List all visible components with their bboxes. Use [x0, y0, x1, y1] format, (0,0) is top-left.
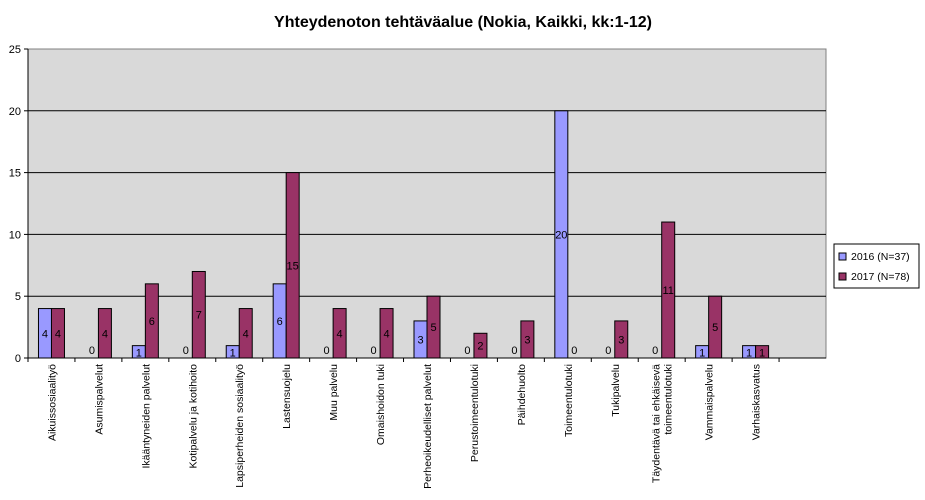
y-tick-label: 0: [15, 353, 21, 365]
data-label: 20: [555, 229, 567, 241]
data-label: 1: [759, 348, 765, 360]
y-axis: 0 5 10 15 20 25: [9, 44, 29, 365]
legend-swatch: [838, 252, 847, 261]
x-tick-label: Päihdehuolto: [516, 364, 528, 425]
legend-box: [833, 243, 920, 289]
x-tick-label: Ikääntyneiden palvelut: [140, 364, 152, 469]
data-label: 0: [324, 345, 330, 357]
y-tick-label: 15: [9, 168, 21, 180]
x-tick-label: Vammaispalvelu: [704, 364, 716, 440]
data-label: 0: [183, 345, 189, 357]
data-label: 0: [511, 345, 517, 357]
legend-label: 2017 (N=78): [851, 271, 910, 283]
data-label: 11: [662, 285, 673, 297]
y-tick-label: 25: [9, 44, 21, 56]
chart-title: Yhteydenoton tehtäväalue (Nokia, Kaikki,…: [274, 14, 652, 31]
data-label: 1: [699, 348, 705, 360]
data-label: 0: [370, 345, 376, 357]
x-tick-label: Kotipalvelu ja kotihoito: [187, 364, 199, 469]
x-tick-label: Omaishoidon tuki: [375, 364, 387, 445]
data-label: 3: [524, 334, 530, 346]
data-label: 15: [287, 260, 299, 272]
legend-label: 2016 (N=37): [851, 251, 910, 263]
data-label: 7: [196, 310, 202, 322]
x-tick-label: Varhaiskasvatus: [751, 364, 763, 440]
x-tick-label: Perustoimeentulotuki: [469, 364, 481, 462]
data-label: 1: [746, 348, 752, 360]
data-label: 4: [383, 328, 389, 340]
data-label: 3: [417, 334, 423, 346]
x-tick-label: Toimeentulotuki: [563, 364, 575, 437]
data-label: 0: [89, 345, 95, 357]
legend-swatch: [838, 272, 847, 281]
x-tick-label: Täydentävä tai ehkäisevä: [651, 364, 663, 483]
data-label: 4: [42, 328, 48, 340]
x-tick-label: Muu palvelu: [328, 364, 340, 421]
y-tick-label: 20: [9, 106, 21, 118]
data-label: 4: [243, 328, 249, 340]
data-label: 4: [55, 328, 61, 340]
x-tick-label: toimeentulotuki: [663, 364, 675, 435]
data-label: 0: [605, 345, 611, 357]
data-label: 0: [464, 345, 470, 357]
data-label: 5: [712, 322, 718, 334]
x-axis: Aikuissosiaalityö Asumispalvelut Ikääntyne…: [27, 357, 826, 489]
x-tick-label: Aikuissosiaalityö: [46, 364, 58, 441]
data-label: 4: [102, 328, 108, 340]
data-label: 0: [652, 345, 658, 357]
data-label: 2: [477, 341, 483, 353]
data-label: 1: [136, 348, 142, 360]
data-label: 3: [618, 334, 624, 346]
data-label: 0: [571, 345, 577, 357]
data-label: 4: [337, 328, 343, 340]
x-tick-label: Lapsiperheiden sosiaalityö: [234, 364, 246, 488]
x-tick-label: Perheoikeudelliset palvelut: [422, 364, 434, 489]
x-tick-label: Tukipalvelu: [610, 364, 622, 417]
data-label: 6: [149, 316, 155, 328]
y-tick-label: 5: [15, 291, 21, 303]
data-label: 1: [230, 348, 236, 360]
data-label: 6: [277, 316, 283, 328]
y-tick-label: 10: [9, 229, 21, 241]
bars: [37, 110, 770, 359]
x-tick-label: Lastensuojelu: [281, 364, 293, 429]
legend: 2016 (N=37) 2017 (N=78): [833, 243, 920, 289]
data-label: 5: [430, 322, 436, 334]
x-tick-label: Asumispalvelut: [93, 364, 105, 435]
